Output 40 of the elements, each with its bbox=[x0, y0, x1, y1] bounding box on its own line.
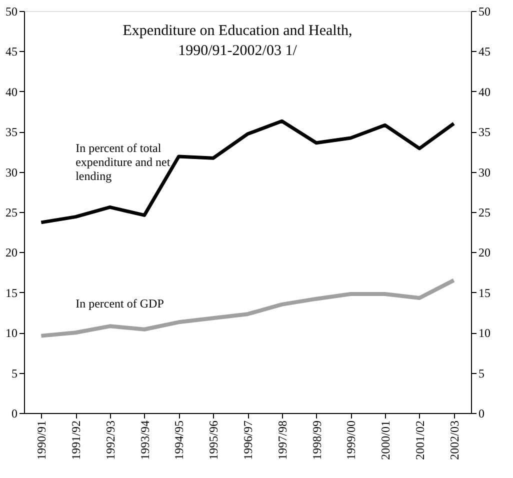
text: Expenditure on Education and Health, 1990/91-2002/03 1/ bbox=[122, 23, 352, 59]
x-tick-label: 1996/97 bbox=[241, 420, 255, 460]
y-tick-label: 30 bbox=[6, 165, 18, 180]
x-tick-label: 2001/02 bbox=[412, 420, 427, 460]
line-series bbox=[39, 119, 456, 224]
x-tick-label: 1997/98 bbox=[275, 420, 290, 460]
y-tick-label: 0 bbox=[12, 406, 18, 420]
y-tick-label: 5 bbox=[12, 366, 18, 380]
x-tick-label: 1995/96 bbox=[206, 420, 221, 460]
y-tick-label: 20 bbox=[6, 246, 18, 260]
y2-tick-label: 25 bbox=[478, 206, 490, 220]
x-tick-label: 1990/91 bbox=[34, 420, 49, 460]
y2-tick-label: 30 bbox=[478, 165, 490, 180]
y2-tick-label: 40 bbox=[478, 84, 490, 99]
x-tick-label: 1992/93 bbox=[103, 420, 118, 460]
y2-tick-label: 20 bbox=[478, 246, 490, 260]
y-tick-label: 15 bbox=[6, 286, 18, 300]
series-label: In percent of GDP bbox=[76, 296, 164, 311]
line-series bbox=[39, 278, 456, 338]
y-tick-label: 25 bbox=[6, 206, 18, 220]
series-label: In percent of total expenditure and net lending bbox=[76, 140, 171, 183]
y-tick-label: 50 bbox=[6, 4, 18, 18]
y-tick-label: 40 bbox=[6, 84, 18, 99]
x-tick-label: 2002/03 bbox=[447, 420, 462, 460]
x-tick-label: 1993/94 bbox=[138, 420, 152, 460]
y2-tick-label: 15 bbox=[478, 286, 490, 300]
y2-tick-label: 45 bbox=[478, 44, 490, 59]
y2-tick-label: 35 bbox=[478, 125, 490, 140]
x-tick-label: 1998/99 bbox=[310, 420, 324, 460]
x-tick-label: 2000/01 bbox=[378, 420, 393, 460]
y-tick-label: 10 bbox=[6, 326, 18, 340]
y-tick-label: 35 bbox=[6, 125, 18, 140]
x-tick-label: 1991/92 bbox=[69, 420, 84, 460]
y2-tick-label: 50 bbox=[478, 4, 490, 18]
y2-tick-label: 5 bbox=[478, 366, 484, 380]
y2-tick-label: 0 bbox=[478, 406, 484, 420]
x-tick-label: 1999/00 bbox=[344, 420, 358, 460]
y-tick-label: 45 bbox=[6, 44, 18, 59]
x-tick-label: 1994/95 bbox=[172, 420, 186, 460]
y2-tick-label: 10 bbox=[478, 326, 490, 340]
